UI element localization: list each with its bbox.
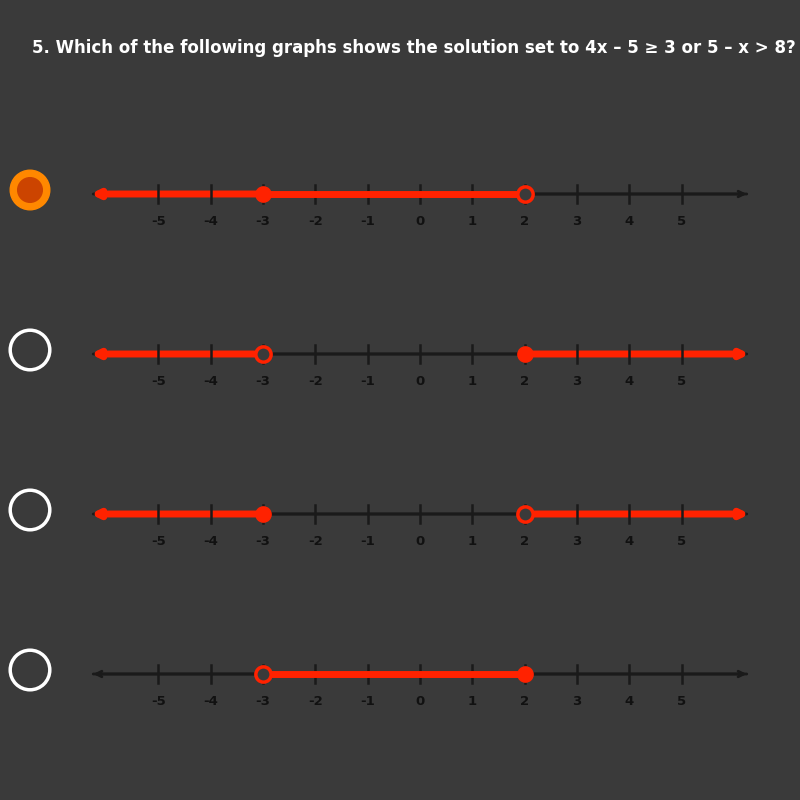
- Text: 5. Which of the following graphs shows the solution set to 4x – 5 ≥ 3 or 5 – x >: 5. Which of the following graphs shows t…: [32, 39, 796, 57]
- Text: 5: 5: [677, 374, 686, 388]
- Text: -4: -4: [203, 534, 218, 548]
- Text: 5: 5: [677, 694, 686, 708]
- Text: -2: -2: [308, 214, 322, 228]
- Text: -5: -5: [151, 694, 166, 708]
- Text: -1: -1: [360, 374, 375, 388]
- Text: 0: 0: [415, 214, 425, 228]
- Text: -2: -2: [308, 694, 322, 708]
- Text: -1: -1: [360, 694, 375, 708]
- Text: 4: 4: [625, 534, 634, 548]
- Text: -5: -5: [151, 374, 166, 388]
- Text: -4: -4: [203, 214, 218, 228]
- Text: -3: -3: [256, 374, 270, 388]
- Circle shape: [18, 178, 42, 202]
- Text: 5: 5: [677, 214, 686, 228]
- Text: 2: 2: [520, 534, 529, 548]
- Text: -1: -1: [360, 534, 375, 548]
- Text: -5: -5: [151, 534, 166, 548]
- Text: 1: 1: [468, 534, 477, 548]
- Text: 1: 1: [468, 214, 477, 228]
- Text: 5: 5: [677, 534, 686, 548]
- Text: 4: 4: [625, 694, 634, 708]
- Text: -5: -5: [151, 214, 166, 228]
- Text: 3: 3: [572, 534, 582, 548]
- Text: 2: 2: [520, 214, 529, 228]
- Text: 1: 1: [468, 694, 477, 708]
- Text: -2: -2: [308, 534, 322, 548]
- Text: 1: 1: [468, 374, 477, 388]
- Text: 0: 0: [415, 534, 425, 548]
- Text: 2: 2: [520, 694, 529, 708]
- Text: -4: -4: [203, 694, 218, 708]
- Text: 0: 0: [415, 694, 425, 708]
- Text: 3: 3: [572, 374, 582, 388]
- Text: 3: 3: [572, 694, 582, 708]
- Text: -3: -3: [256, 534, 270, 548]
- Text: 3: 3: [572, 214, 582, 228]
- Text: 4: 4: [625, 214, 634, 228]
- Text: 4: 4: [625, 374, 634, 388]
- Text: -3: -3: [256, 694, 270, 708]
- Text: -1: -1: [360, 214, 375, 228]
- Text: 0: 0: [415, 374, 425, 388]
- Text: -3: -3: [256, 214, 270, 228]
- Circle shape: [10, 170, 50, 210]
- Text: -2: -2: [308, 374, 322, 388]
- Text: -4: -4: [203, 374, 218, 388]
- Text: 2: 2: [520, 374, 529, 388]
